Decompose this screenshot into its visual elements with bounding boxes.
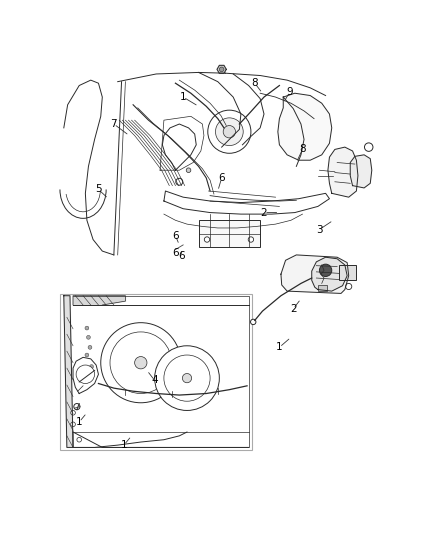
Text: 1: 1 bbox=[76, 417, 83, 427]
Circle shape bbox=[71, 410, 75, 415]
Circle shape bbox=[90, 365, 93, 368]
Circle shape bbox=[76, 365, 95, 384]
FancyBboxPatch shape bbox=[340, 265, 356, 280]
Circle shape bbox=[71, 422, 75, 426]
Polygon shape bbox=[312, 257, 347, 291]
Circle shape bbox=[87, 374, 90, 378]
Circle shape bbox=[77, 438, 81, 442]
Circle shape bbox=[135, 357, 147, 369]
Polygon shape bbox=[281, 255, 349, 294]
Circle shape bbox=[204, 237, 210, 242]
Polygon shape bbox=[328, 147, 358, 197]
Circle shape bbox=[220, 67, 224, 71]
Polygon shape bbox=[64, 296, 73, 447]
Text: 6: 6 bbox=[172, 231, 179, 241]
Text: 3: 3 bbox=[316, 224, 323, 235]
Circle shape bbox=[88, 345, 92, 349]
Circle shape bbox=[85, 353, 89, 357]
Text: 1: 1 bbox=[121, 440, 127, 450]
Circle shape bbox=[248, 237, 253, 242]
Circle shape bbox=[155, 346, 220, 410]
Text: 6: 6 bbox=[218, 173, 225, 183]
Text: 2: 2 bbox=[290, 304, 297, 314]
Circle shape bbox=[74, 403, 80, 410]
Polygon shape bbox=[73, 296, 125, 305]
Circle shape bbox=[208, 110, 251, 154]
Circle shape bbox=[346, 284, 352, 289]
Text: 6: 6 bbox=[172, 248, 179, 257]
Circle shape bbox=[216, 118, 243, 146]
Text: 9: 9 bbox=[286, 87, 293, 98]
Polygon shape bbox=[278, 93, 332, 160]
Circle shape bbox=[364, 143, 373, 151]
Circle shape bbox=[250, 319, 256, 325]
Circle shape bbox=[182, 374, 192, 383]
Polygon shape bbox=[217, 66, 226, 74]
Text: 1: 1 bbox=[276, 342, 283, 352]
Bar bbox=[318, 285, 327, 291]
Text: 7: 7 bbox=[110, 119, 117, 129]
Text: 5: 5 bbox=[95, 184, 102, 195]
Text: 2: 2 bbox=[260, 207, 268, 217]
Circle shape bbox=[176, 179, 183, 185]
Text: 4: 4 bbox=[151, 375, 158, 385]
Circle shape bbox=[164, 355, 210, 401]
Text: 1: 1 bbox=[180, 92, 187, 102]
FancyBboxPatch shape bbox=[60, 294, 253, 450]
Circle shape bbox=[85, 326, 89, 330]
Circle shape bbox=[87, 335, 90, 339]
Text: 8: 8 bbox=[251, 78, 258, 88]
Text: 6: 6 bbox=[178, 252, 185, 262]
Circle shape bbox=[223, 126, 235, 138]
Text: 8: 8 bbox=[299, 144, 306, 155]
Circle shape bbox=[186, 168, 191, 173]
FancyBboxPatch shape bbox=[198, 220, 260, 247]
Circle shape bbox=[101, 322, 181, 403]
Circle shape bbox=[110, 332, 172, 393]
Circle shape bbox=[319, 264, 332, 277]
Polygon shape bbox=[350, 155, 372, 188]
